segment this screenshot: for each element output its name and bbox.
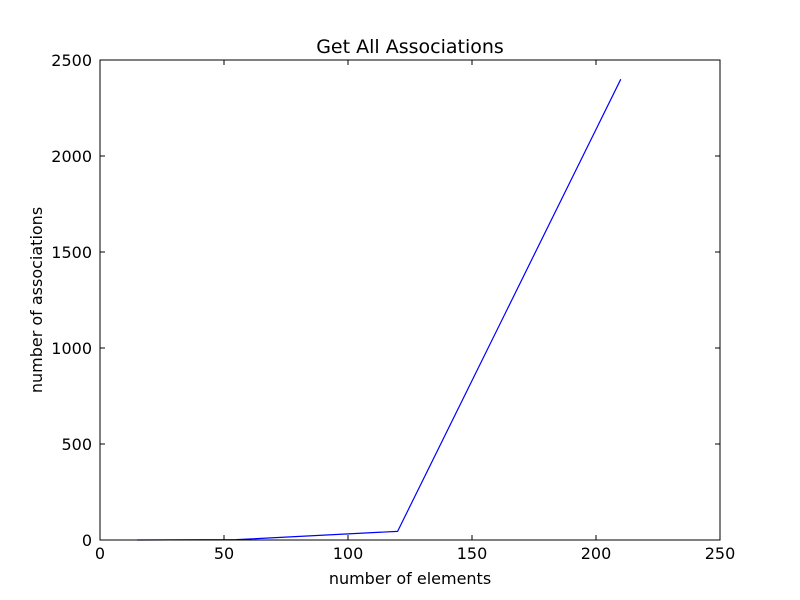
x-tick-label: 100 [333,544,364,563]
y-tick-label: 500 [61,435,92,454]
plot-frame [99,59,721,541]
y-tick-label: 1500 [51,243,92,262]
x-tick-label: 200 [581,544,612,563]
x-tick-label: 250 [705,544,736,563]
y-tick-label: 2000 [51,147,92,166]
y-tick-label: 0 [82,531,92,550]
x-axis-title: number of elements [329,569,491,588]
chart-title: Get All Associations [316,36,504,58]
x-tick-label: 0 [95,544,105,563]
x-tick-label: 50 [214,544,234,563]
y-axis: 0 500 1000 1500 2000 2500 [51,51,720,550]
x-axis: 0 50 100 150 200 250 [95,60,735,563]
y-tick-label: 2500 [51,51,92,70]
y-axis-title: number of associations [27,207,46,393]
x-tick-label: 150 [457,544,488,563]
y-tick-label: 1000 [51,339,92,358]
